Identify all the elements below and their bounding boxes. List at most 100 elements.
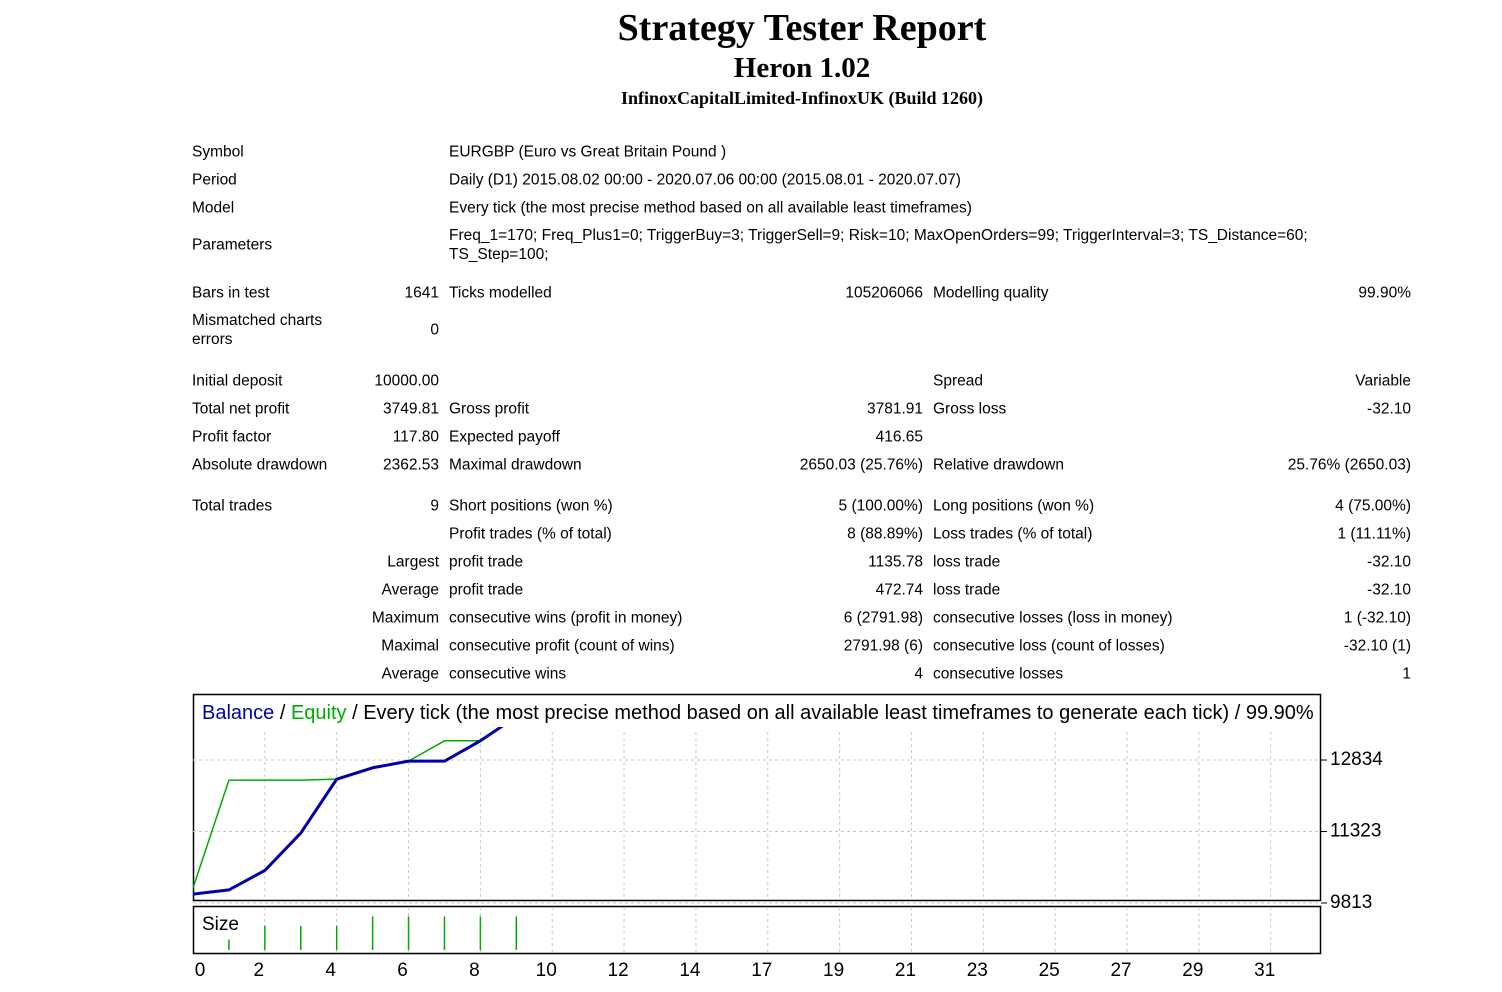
- stat-label: Mismatched charts errors: [192, 312, 323, 348]
- stat-value: 6 (2791.98): [843, 609, 923, 627]
- x-tick-label: 8: [469, 960, 480, 981]
- x-tick-label: 0: [195, 960, 206, 981]
- stat-value: Average: [381, 665, 439, 683]
- info-value: Every tick (the most precise method base…: [449, 199, 972, 217]
- stat-value: 1 (11.11%): [1337, 525, 1411, 543]
- stat-label: Short positions (won %): [449, 497, 613, 515]
- stat-value: 4 (75.00%): [1335, 497, 1411, 515]
- stat-label: Ticks modelled: [449, 284, 552, 302]
- info-label: Period: [192, 171, 237, 189]
- stat-value: -32.10 (1): [1343, 637, 1411, 655]
- size-frame: [192, 905, 1322, 955]
- info-value: EURGBP (Euro vs Great Britain Pound ): [449, 143, 727, 161]
- y-tick-label: 11323: [1330, 821, 1381, 842]
- stat-value: 1: [1402, 665, 1411, 683]
- stat-value: Maximum: [371, 609, 439, 627]
- x-tick-label: 14: [679, 960, 701, 981]
- info-value: Freq_1=170; Freq_Plus1=0; TriggerBuy=3; …: [449, 227, 1308, 263]
- x-tick-label: 27: [1110, 960, 1131, 981]
- stat-label: profit trade: [449, 553, 524, 571]
- report-title: Strategy Tester Report: [617, 7, 987, 49]
- stat-value: 2650.03 (25.76%): [799, 456, 923, 474]
- stat-value: -32.10: [1367, 581, 1411, 599]
- stat-label: consecutive wins: [449, 665, 567, 683]
- stat-value: 117.80: [392, 428, 439, 446]
- stat-value: 1 (-32.10): [1343, 609, 1411, 627]
- stat-value: 416.65: [875, 428, 923, 446]
- server-name: InfinoxCapitalLimited-InfinoxUK (Build 1…: [620, 88, 984, 108]
- stat-label: Long positions (won %): [933, 497, 1095, 515]
- stat-label: Spread: [933, 372, 983, 390]
- x-tick-label: 12: [608, 960, 629, 981]
- x-tick-label: 19: [823, 960, 844, 981]
- size-label: Size: [202, 914, 239, 935]
- stat-value: 0: [430, 321, 439, 339]
- stat-value: 1641: [404, 284, 439, 302]
- stat-label: consecutive losses: [933, 665, 1064, 683]
- x-tick-label: 29: [1182, 960, 1203, 981]
- stat-label: Initial deposit: [192, 372, 283, 390]
- stat-value: 1135.78: [868, 553, 923, 571]
- stat-value: 3781.91: [866, 400, 923, 418]
- stat-label: Gross profit: [449, 400, 530, 418]
- x-tick-label: 21: [895, 960, 916, 981]
- stat-value: 10000.00: [374, 372, 439, 390]
- stat-label: Bars in test: [192, 284, 270, 302]
- x-tick-label: 2: [254, 960, 265, 981]
- stat-label: Maximal drawdown: [449, 456, 582, 474]
- stat-value: 8 (88.89%): [847, 525, 923, 543]
- stat-value: Average: [381, 581, 439, 599]
- stat-value: 105206066: [845, 284, 923, 302]
- info-label: Symbol: [192, 143, 244, 161]
- plot-frame: [192, 693, 1322, 902]
- stat-value: Maximal: [381, 637, 439, 655]
- stat-label: Expected payoff: [449, 428, 560, 446]
- stat-value: 2362.53: [382, 456, 439, 474]
- info-value: Daily (D1) 2015.08.02 00:00 - 2020.07.06…: [449, 171, 961, 189]
- stat-label: consecutive profit (count of wins): [449, 637, 675, 655]
- x-tick-label: 23: [967, 960, 988, 981]
- stat-value: 472.74: [875, 581, 923, 599]
- stat-value: 99.90%: [1358, 284, 1411, 302]
- stat-value: -32.10: [1367, 553, 1411, 571]
- stat-label: Relative drawdown: [933, 456, 1064, 474]
- stat-value: 2791.98 (6): [843, 637, 923, 655]
- expert-name: Heron 1.02: [733, 52, 871, 84]
- stat-label: Modelling quality: [933, 284, 1049, 302]
- title-separator: /: [274, 702, 291, 724]
- stat-label: consecutive losses (loss in money): [933, 609, 1173, 627]
- y-tick-label: 9813: [1330, 892, 1372, 913]
- stat-value: 25.76% (2650.03): [1287, 456, 1411, 474]
- title-part: Balance: [202, 702, 274, 724]
- stat-value: 4: [914, 665, 923, 683]
- x-tick-label: 4: [325, 960, 336, 981]
- stat-label: Total net profit: [192, 400, 290, 418]
- stat-value: -32.10: [1367, 400, 1411, 418]
- stat-label: Profit factor: [192, 428, 272, 446]
- x-tick-label: 31: [1254, 960, 1275, 981]
- title-part: Equity: [291, 702, 347, 724]
- stat-label: loss trade: [933, 581, 1001, 599]
- stat-value: Variable: [1355, 372, 1411, 390]
- info-label: Model: [192, 199, 235, 217]
- stat-value: 9: [430, 497, 439, 515]
- stat-label: loss trade: [933, 553, 1001, 571]
- title-separator: /: [347, 702, 364, 724]
- stat-value: 5 (100.00%): [838, 497, 923, 515]
- chart-title: Balance / Equity / Every tick (the most …: [202, 702, 1314, 724]
- stat-label: Absolute drawdown: [192, 456, 328, 474]
- stat-label: Total trades: [192, 497, 273, 515]
- stat-value: Largest: [387, 553, 439, 571]
- stat-label: consecutive wins (profit in money): [449, 609, 683, 627]
- stat-label: profit trade: [449, 581, 524, 599]
- stat-value: 3749.81: [382, 400, 439, 418]
- y-tick-label: 12834: [1330, 749, 1383, 770]
- title-part: Every tick (the most precise method base…: [363, 702, 1314, 724]
- x-tick-label: 25: [1039, 960, 1060, 981]
- stat-label: Profit trades (% of total): [449, 525, 612, 543]
- x-tick-label: 17: [751, 960, 772, 981]
- x-tick-label: 10: [536, 960, 557, 981]
- stat-label: Loss trades (% of total): [933, 525, 1093, 543]
- stat-label: Gross loss: [933, 400, 1007, 418]
